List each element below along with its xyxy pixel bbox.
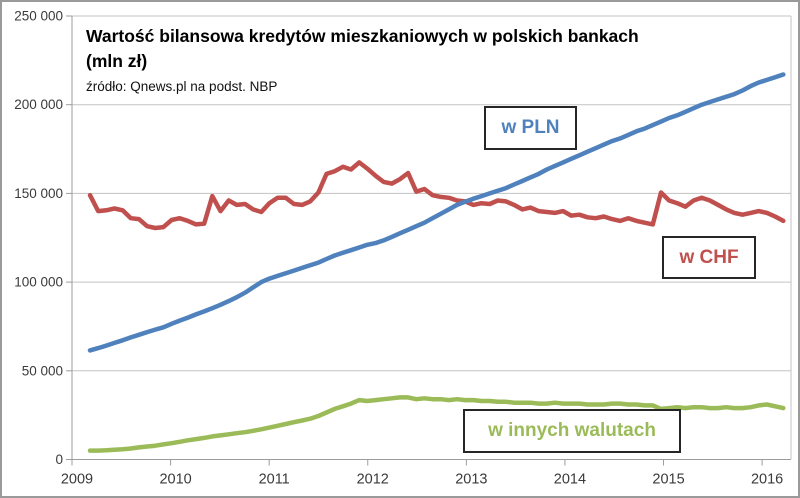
x-tick-label: 2014 — [554, 472, 586, 488]
x-tick-label: 2010 — [159, 472, 191, 488]
chart-subtitle: (mln zł) — [86, 51, 148, 71]
series-line-w-chf — [87, 160, 786, 231]
chart-title-block: Wartość bilansowa kredytów mieszkaniowyc… — [86, 24, 639, 94]
y-tick-label: 0 — [55, 452, 63, 467]
y-tick-label: 100 000 — [14, 275, 63, 290]
series-line-w-pln — [87, 72, 786, 353]
y-tick-label: 200 000 — [14, 97, 63, 112]
x-tick-label: 2009 — [61, 472, 93, 488]
series-label-pln: w PLN — [484, 106, 577, 150]
y-tick-label: 50 000 — [22, 363, 63, 378]
x-tick-label: 2013 — [455, 472, 487, 488]
y-tick-label: 150 000 — [14, 186, 63, 201]
series-label-chf: w CHF — [662, 236, 756, 279]
series-line-w-innych-walutach — [87, 395, 786, 453]
x-tick-label: 2011 — [259, 472, 290, 488]
chart-title: Wartość bilansowa kredytów mieszkaniowyc… — [86, 26, 639, 46]
series-label-other-currencies: w innych walutach — [463, 409, 681, 453]
x-tick-label: 2016 — [751, 472, 783, 488]
x-tick-label: 2015 — [652, 472, 684, 488]
y-tick-label: 250 000 — [14, 9, 63, 24]
chart-source-note: źródło: Qnews.pl na podst. NBP — [86, 79, 278, 94]
x-tick-label: 2012 — [357, 472, 389, 488]
